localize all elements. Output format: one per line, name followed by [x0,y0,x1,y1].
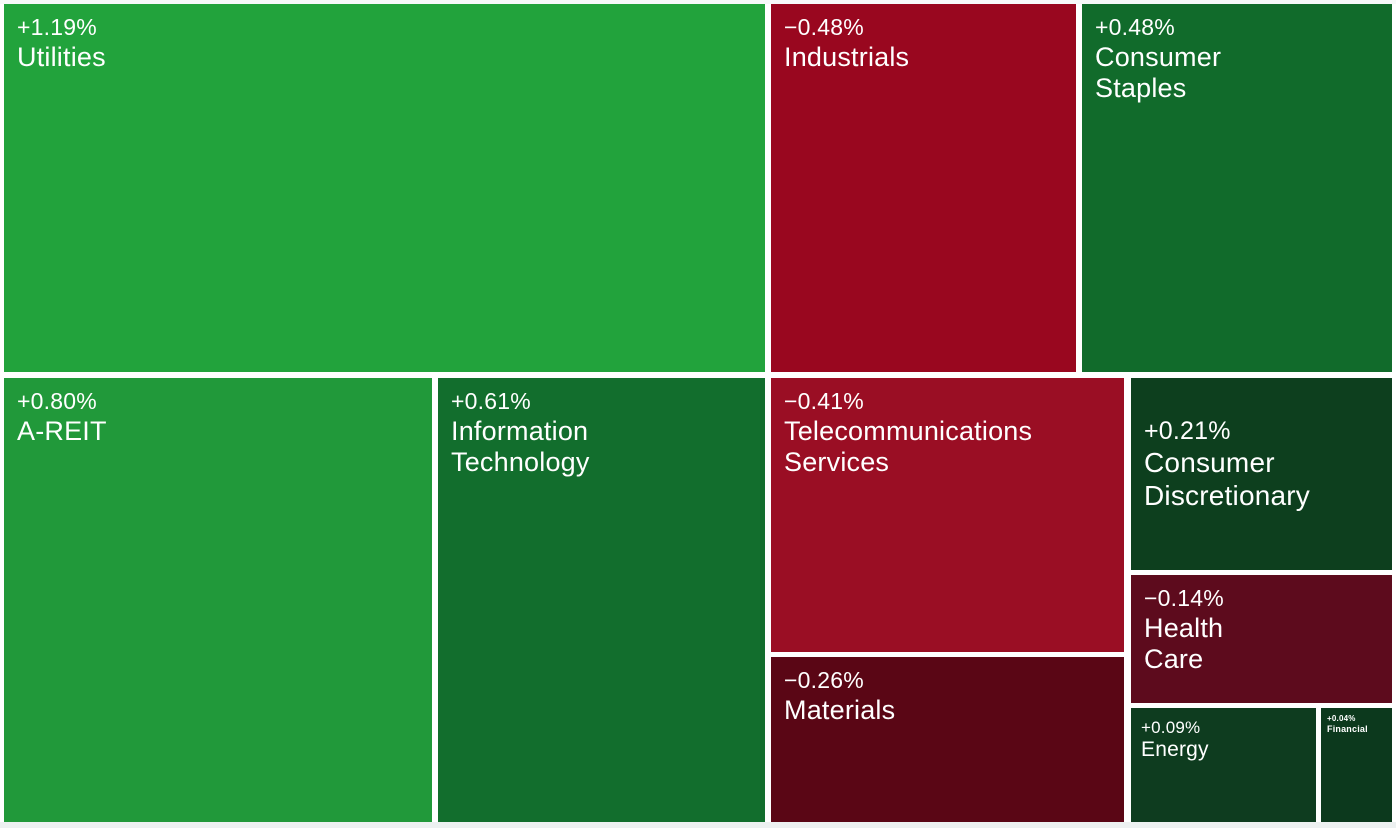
sector-tile-materials[interactable]: −0.26% Materials [771,657,1124,822]
sector-change-label: +0.61% [451,388,531,414]
sector-change-label: −0.26% [784,667,864,693]
sector-tile-utilities[interactable]: +1.19% Utilities [4,4,765,372]
top-margin-strip [0,0,1396,4]
sector-change-label: +0.21% [1144,417,1231,445]
sector-name-label: Industrials [784,41,910,72]
bottom-margin-strip [0,822,1396,828]
sector-tile-financial[interactable]: +0.04% Financial [1321,708,1392,822]
sector-tile-telecommunications-services[interactable]: −0.41% Telecommunications Services [771,378,1124,652]
sector-tile-information-technology[interactable]: +0.61% Information Technology [438,378,765,822]
sector-name-label: Materials [784,694,896,725]
sector-name-label: Consumer Discretionary [1144,447,1310,511]
sector-change-label: +1.19% [17,14,97,40]
sector-change-label: +0.48% [1095,14,1175,40]
sector-name-label: Consumer Staples [1095,41,1222,104]
sector-name-label: A-REIT [17,415,107,446]
sector-change-label: −0.41% [784,388,864,414]
sector-name-label: Utilities [17,41,106,72]
sector-tile-health-care[interactable]: −0.14% Health Care [1131,575,1392,703]
sector-change-label: −0.14% [1144,585,1224,611]
sector-name-label: Health Care [1144,612,1224,675]
sector-change-label: +0.04% [1327,714,1356,723]
sector-name-label: Information Technology [451,415,590,478]
sector-tile-consumer-discretionary[interactable]: +0.21% Consumer Discretionary [1131,378,1392,570]
sector-name-label: Energy [1141,738,1209,762]
sector-tile-energy[interactable]: +0.09% Energy [1131,708,1316,822]
sector-name-label: Telecommunications Services [784,415,1033,478]
sector-tile-consumer-staples[interactable]: +0.48% Consumer Staples [1082,4,1392,372]
sector-change-label: +0.09% [1141,718,1201,737]
sector-change-label: −0.48% [784,14,864,40]
sector-change-label: +0.80% [17,388,97,414]
sector-tile-industrials[interactable]: −0.48% Industrials [771,4,1076,372]
sector-tile-a-reit[interactable]: +0.80% A-REIT [4,378,432,822]
sector-name-label: Financial [1327,724,1368,735]
